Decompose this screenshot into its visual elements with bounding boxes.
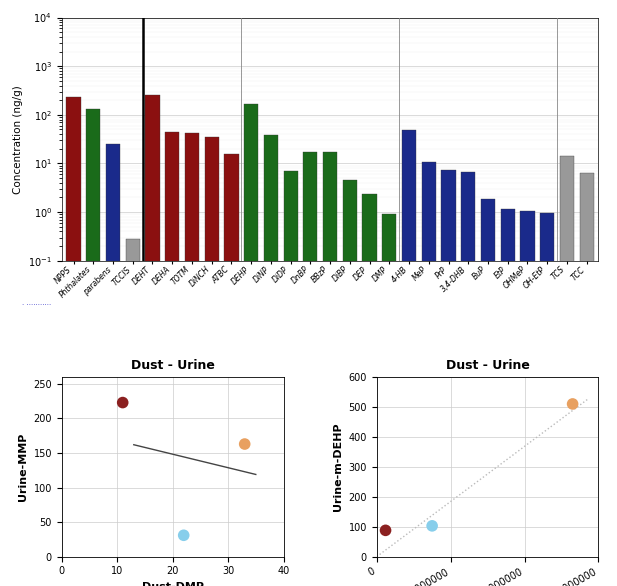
- Y-axis label: Urine-m-DEHP: Urine-m-DEHP: [333, 423, 343, 511]
- Point: [568, 399, 578, 408]
- Point: [240, 440, 250, 449]
- Bar: [441, 169, 455, 586]
- Bar: [67, 97, 81, 586]
- Title: Dust - Urine: Dust - Urine: [131, 359, 215, 372]
- Bar: [303, 152, 318, 586]
- Bar: [579, 172, 594, 586]
- Bar: [244, 104, 259, 586]
- Bar: [146, 96, 160, 586]
- Bar: [500, 209, 515, 586]
- Bar: [86, 110, 101, 586]
- Bar: [205, 137, 219, 586]
- Bar: [165, 132, 180, 586]
- Bar: [362, 195, 376, 586]
- Bar: [185, 132, 199, 586]
- Bar: [284, 171, 298, 586]
- Text: · ···········: · ···········: [22, 302, 51, 308]
- Bar: [342, 180, 357, 586]
- Point: [179, 530, 189, 540]
- Y-axis label: Urine-MMP: Urine-MMP: [18, 432, 28, 501]
- Bar: [560, 156, 574, 586]
- Bar: [106, 144, 120, 586]
- Title: Dust - Urine: Dust - Urine: [445, 359, 529, 372]
- Bar: [481, 199, 495, 586]
- Bar: [421, 162, 436, 586]
- Bar: [461, 172, 475, 586]
- Bar: [225, 154, 239, 586]
- Bar: [402, 130, 416, 586]
- Bar: [126, 239, 140, 586]
- Point: [381, 526, 391, 535]
- Y-axis label: Concentration (ng/g): Concentration (ng/g): [12, 85, 23, 193]
- Point: [427, 521, 437, 530]
- Bar: [323, 152, 337, 586]
- Bar: [382, 214, 396, 586]
- Point: [118, 398, 128, 407]
- Bar: [520, 211, 534, 586]
- Bar: [540, 213, 554, 586]
- Bar: [264, 135, 278, 586]
- X-axis label: Dust-DMP: Dust-DMP: [142, 582, 204, 586]
